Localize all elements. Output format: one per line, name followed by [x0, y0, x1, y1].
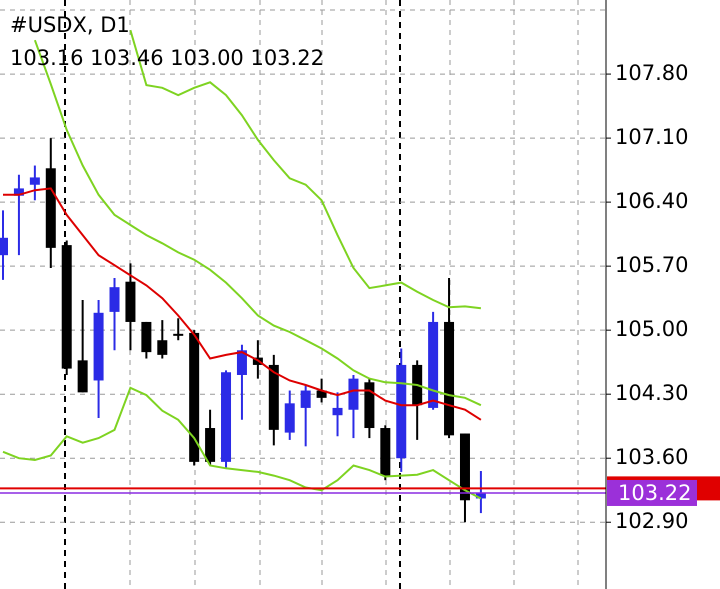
indicator-line — [33, 39, 482, 407]
candle-body — [236, 350, 247, 375]
candle-body — [459, 433, 470, 501]
y-tick-label: 107.10 — [615, 125, 688, 149]
y-tick-label: 106.40 — [615, 189, 688, 213]
y-tick-label: 104.30 — [615, 381, 688, 405]
bid-label: 103.22 — [618, 481, 691, 505]
indicator-line — [3, 187, 482, 421]
candle-body — [316, 390, 327, 398]
candle-body — [125, 281, 136, 322]
candle-body — [396, 364, 407, 459]
candle-body — [45, 168, 56, 248]
candle-body — [189, 332, 200, 462]
indicator-line — [129, 29, 482, 310]
candle-body — [444, 321, 455, 436]
y-tick-label: 105.70 — [615, 253, 688, 277]
y-axis: 107.80 107.10 106.40 105.70 105.00 104.30 103.… — [606, 61, 720, 533]
y-tick-label: 105.00 — [615, 317, 688, 341]
candle-body — [173, 333, 184, 336]
candle-body — [348, 378, 359, 410]
candle-body — [157, 340, 168, 355]
candle-body — [268, 364, 279, 430]
candle-body — [93, 312, 104, 381]
bid-label-box — [607, 479, 697, 506]
candle-body — [364, 382, 375, 429]
y-tick-label: 107.80 — [615, 61, 688, 85]
ohlc-info: 103.16 103.46 103.00 103.22 — [10, 46, 324, 70]
candle-body — [300, 390, 311, 408]
y-tick-label: 102.90 — [615, 509, 688, 533]
candle-body — [29, 177, 40, 185]
plot — [0, 29, 606, 523]
candle-body — [221, 372, 232, 462]
candle-body — [61, 245, 72, 369]
chart-title: #USDX, D1 — [10, 13, 130, 37]
candle-body — [332, 407, 343, 416]
candle-body — [428, 321, 439, 408]
candle-body — [205, 428, 216, 462]
indicator-line — [2, 386, 482, 500]
candle-body — [13, 188, 24, 196]
y-tick-label: 103.60 — [615, 445, 688, 469]
candle-body — [475, 492, 486, 499]
candle-body — [0, 237, 8, 256]
candle-body — [380, 428, 391, 476]
candle-body — [141, 321, 152, 353]
candle-body — [109, 287, 120, 312]
candle-body — [77, 360, 88, 393]
candle-body — [284, 403, 295, 433]
